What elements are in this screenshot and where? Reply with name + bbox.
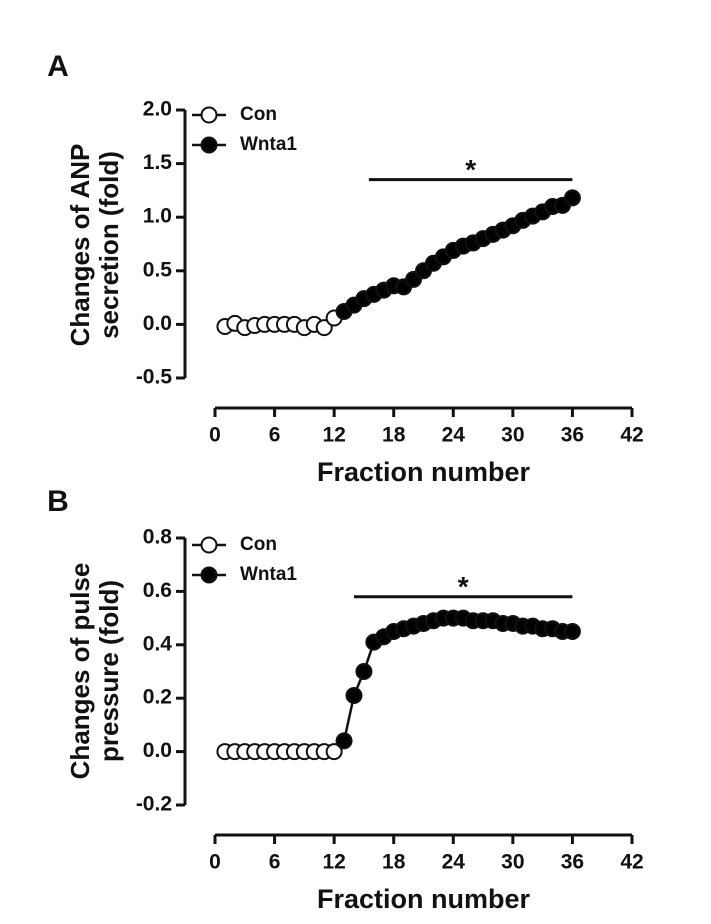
data-point	[335, 732, 353, 750]
y-tick-label: 1.5	[143, 151, 173, 174]
x-tick-label: 36	[561, 424, 584, 447]
legend-marker	[200, 536, 218, 554]
y-tick-label: 0.5	[143, 258, 173, 281]
data-point	[563, 189, 581, 207]
x-tick-label: 18	[382, 424, 406, 447]
x-axis-label: Fraction number	[317, 884, 531, 914]
y-axis-label: secretion (fold)	[94, 151, 124, 339]
y-tick-label: 2.0	[143, 98, 172, 121]
y-tick-label: -0.5	[136, 366, 173, 389]
x-tick-label: 12	[322, 851, 345, 874]
data-point	[345, 687, 363, 705]
x-tick-label: 42	[620, 851, 643, 874]
x-tick-label: 6	[269, 424, 281, 447]
data-point	[325, 743, 343, 761]
y-tick-label: 0.0	[143, 312, 172, 335]
legend-label: Wnta1	[240, 564, 297, 585]
significance-star: *	[458, 571, 469, 602]
x-tick-label: 30	[501, 424, 524, 447]
y-tick-label: 0.0	[143, 739, 172, 762]
x-tick-label: 12	[322, 424, 345, 447]
y-tick-label: 1.0	[143, 205, 172, 228]
y-tick-label: 0.8	[143, 526, 173, 549]
y-tick-label: 0.2	[143, 686, 172, 709]
data-point	[315, 319, 333, 337]
x-tick-label: 42	[620, 424, 643, 447]
legend-label: Con	[240, 534, 277, 555]
x-tick-label: 0	[209, 424, 221, 447]
x-tick-label: 30	[501, 851, 524, 874]
legend-label: Wnta1	[240, 134, 297, 155]
legend-marker	[200, 106, 218, 124]
y-axis-label: pressure (fold)	[94, 580, 124, 762]
y-axis-label: Changes of ANP	[65, 144, 95, 347]
y-axis-label: Changes of pulse	[65, 563, 95, 780]
x-tick-label: 24	[442, 424, 466, 447]
legend-marker	[200, 136, 218, 154]
data-point	[563, 622, 581, 640]
x-tick-label: 24	[442, 851, 466, 874]
y-tick-label: 0.6	[143, 579, 172, 602]
y-tick-label: -0.2	[136, 793, 172, 816]
x-tick-label: 6	[269, 851, 281, 874]
x-tick-label: 36	[561, 851, 584, 874]
legend-label: Con	[240, 104, 277, 125]
significance-star: *	[465, 154, 476, 185]
panel-label: A	[47, 50, 69, 83]
panel-label: B	[47, 485, 69, 518]
legend-marker	[200, 566, 218, 584]
y-tick-label: 0.4	[143, 632, 173, 655]
x-tick-label: 18	[382, 851, 406, 874]
x-tick-label: 0	[209, 851, 221, 874]
data-point	[355, 663, 373, 680]
x-axis-label: Fraction number	[317, 457, 531, 487]
